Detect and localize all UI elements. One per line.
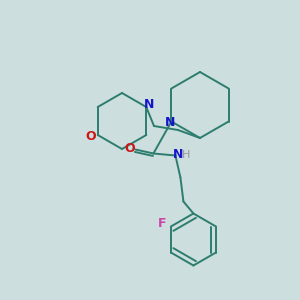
Text: H: H bbox=[182, 149, 190, 160]
Text: O: O bbox=[124, 142, 135, 155]
Text: N: N bbox=[144, 98, 154, 112]
Text: N: N bbox=[165, 116, 176, 129]
Text: F: F bbox=[158, 217, 166, 230]
Text: O: O bbox=[85, 130, 96, 142]
Text: N: N bbox=[173, 148, 184, 161]
